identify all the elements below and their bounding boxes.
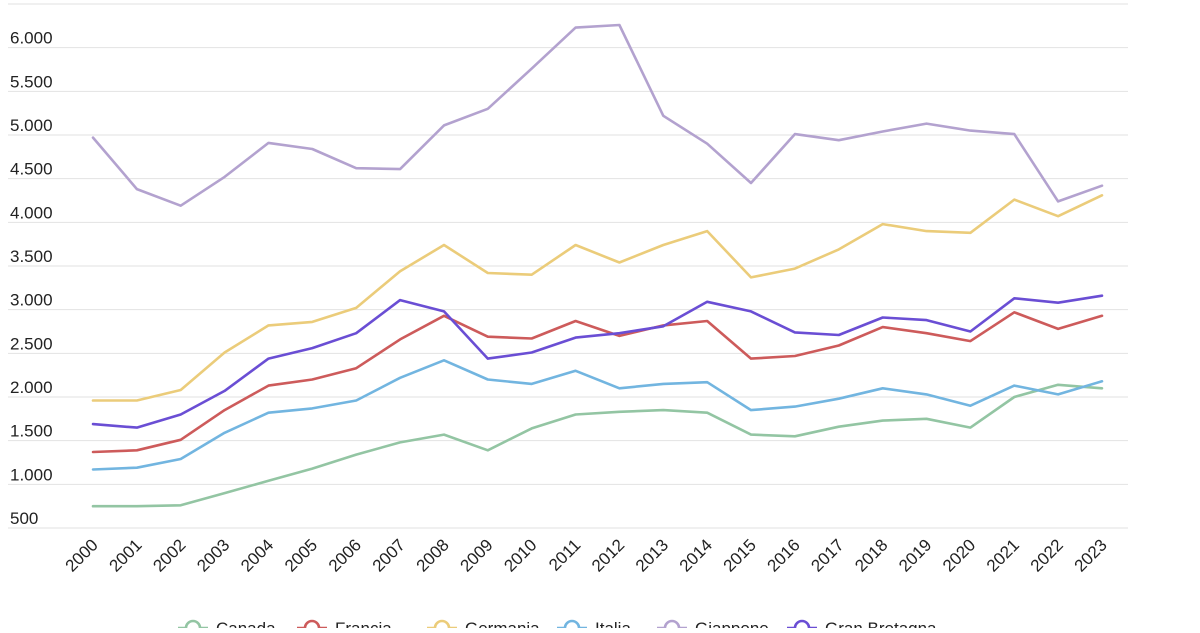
legend-label: Canada (216, 619, 276, 628)
x-tick-label: 2011 (545, 535, 584, 574)
series-line-germania (91, 194, 1104, 402)
x-tick-label: 2020 (939, 535, 979, 575)
series-line-gran-bretagna (91, 294, 1104, 429)
y-tick-label: 5.000 (10, 116, 53, 135)
x-tick-label: 2001 (106, 535, 146, 575)
legend: Canada Francia Germania Italia Giappone Gran … (178, 619, 937, 633)
y-tick-label: 1.500 (10, 422, 53, 441)
x-tick-label: 2014 (676, 535, 716, 575)
legend-marker (793, 619, 811, 633)
legend-marker (184, 619, 202, 633)
x-tick-label: 2002 (149, 535, 189, 575)
x-tick-label: 2006 (325, 535, 365, 575)
series-line-canada (91, 383, 1104, 508)
x-tick-label: 2023 (1071, 535, 1111, 575)
gridlines (8, 3, 1128, 529)
legend-label: Italia (595, 619, 631, 628)
y-tick-label: 5.500 (10, 72, 53, 91)
legend-marker (663, 619, 681, 633)
x-tick-label: 2003 (193, 535, 233, 575)
y-tick-label: 2.000 (10, 378, 53, 397)
legend-marker (563, 619, 581, 633)
series-lines (91, 23, 1104, 508)
x-tick-label: 2008 (413, 535, 453, 575)
x-tick-label: 2017 (807, 535, 847, 575)
x-tick-label: 2019 (895, 535, 935, 575)
y-tick-label: 2.500 (10, 334, 53, 353)
legend-label: Germania (465, 619, 540, 628)
x-tick-label: 2004 (237, 535, 277, 575)
x-tick-label: 2012 (588, 535, 628, 575)
legend-item-germania: Germania (427, 619, 540, 633)
x-tick-label: 2007 (369, 535, 409, 575)
y-axis: 500 1.000 1.500 2.000 2.500 3.000 3.500 4.000 4.… (10, 29, 53, 528)
series-line-italia (91, 358, 1104, 471)
legend-label: Gran Bretagna (825, 619, 937, 628)
x-tick-label: 2021 (983, 535, 1023, 575)
y-tick-label: 3.500 (10, 247, 53, 266)
legend-item-giappone: Giappone (657, 619, 769, 633)
x-axis: 2000 2001 2002 2003 2004 2005 2006 2007 2008 2009… (62, 535, 1111, 575)
legend-item-canada: Canada (178, 619, 276, 633)
x-tick-label: 2013 (632, 535, 672, 575)
x-tick-label: 2000 (62, 535, 102, 575)
y-tick-label: 6.000 (10, 29, 53, 48)
legend-marker (303, 619, 321, 633)
x-tick-label: 2015 (720, 535, 760, 575)
series-line-francia (91, 310, 1104, 454)
x-tick-label: 2018 (851, 535, 891, 575)
x-tick-label: 2016 (764, 535, 804, 575)
y-tick-label: 3.000 (10, 291, 53, 310)
legend-item-gran-bretagna: Gran Bretagna (787, 619, 937, 633)
series-line-giappone (91, 23, 1104, 207)
legend-label: Francia (335, 619, 392, 628)
x-tick-label: 2005 (281, 535, 321, 575)
y-tick-label: 1.000 (10, 465, 53, 484)
x-tick-label: 2009 (456, 535, 496, 575)
y-tick-label: 4.000 (10, 203, 53, 222)
y-tick-label: 500 (10, 509, 38, 528)
y-tick-label: 4.500 (10, 160, 53, 179)
legend-item-italia: Italia (557, 619, 631, 633)
x-tick-label: 2010 (500, 535, 540, 575)
legend-marker (433, 619, 451, 633)
x-tick-label: 2022 (1027, 535, 1067, 575)
legend-item-francia: Francia (297, 619, 392, 633)
legend-label: Giappone (695, 619, 769, 628)
